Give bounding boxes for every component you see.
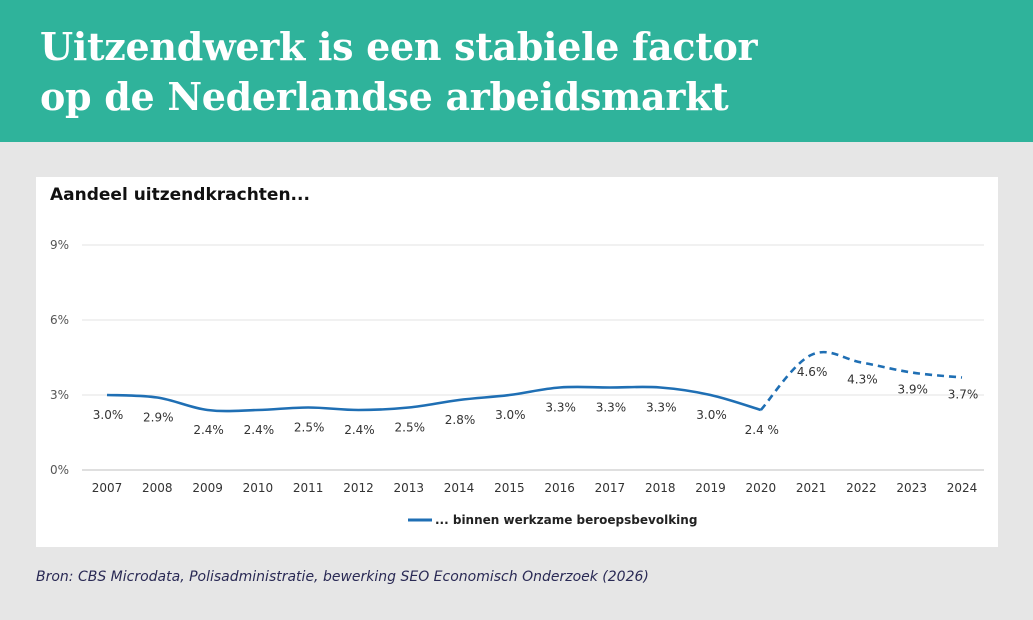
data-label: 3.0% [93, 408, 124, 422]
x-tick-label: 2010 [243, 481, 274, 495]
series-line-solid [106, 385, 762, 413]
x-tick-label: 2012 [343, 481, 374, 495]
x-tick-label: 2023 [896, 481, 927, 495]
x-tick-label: 2021 [796, 481, 827, 495]
x-tick-label: 2016 [544, 481, 575, 495]
x-tick-label: 2015 [494, 481, 525, 495]
data-label: 2.4% [344, 423, 375, 437]
chart-card: 0% 3% 6% 9% 2007 2008 2009 2010 2011 2012 2013 2014… [36, 177, 998, 547]
source-note: Bron: CBS Microdata, Polisadministratie,… [36, 569, 649, 585]
page-title-line-2: op de Nederlandse arbeidsmarkt [40, 74, 729, 119]
x-tick-label: 2024 [947, 481, 978, 495]
x-tick-label: 2011 [293, 481, 324, 495]
x-tick-label: 2007 [92, 481, 123, 495]
data-label: 4.6% [797, 365, 828, 379]
legend-label: ... binnen werkzame beroepsbevolking [435, 513, 697, 527]
y-tick-label: 0% [50, 463, 69, 477]
y-tick-label: 3% [50, 388, 69, 402]
series-line-dashed [759, 350, 963, 411]
data-label: 3.3% [545, 401, 576, 415]
y-tick-label: 6% [50, 313, 69, 327]
y-tick-label: 9% [50, 238, 69, 252]
data-label: 3.3% [646, 401, 677, 415]
x-tick-label: 2014 [444, 481, 475, 495]
data-label: 2.4% [193, 423, 224, 437]
data-label: 2.9% [143, 411, 174, 425]
x-tick-label: 2019 [695, 481, 726, 495]
data-label: 3.0% [495, 408, 525, 422]
chart-title: Aandeel uitzendkrachten... [50, 185, 310, 205]
line-chart: 0% 3% 6% 9% 2007 2008 2009 2010 2011 2012 2013 2014… [50, 238, 984, 527]
data-label: 3.3% [596, 401, 627, 415]
x-tick-label: 2020 [746, 481, 777, 495]
data-label: 3.7% [948, 388, 979, 402]
header-banner: Uitzendwerk is een stabiele factor op de… [0, 0, 1033, 142]
data-label: 2.4% [244, 423, 275, 437]
data-label: 2.4 % [745, 423, 779, 437]
x-tick-label: 2013 [393, 481, 424, 495]
page-title-line-1: Uitzendwerk is een stabiele factor [40, 24, 758, 69]
x-tick-label: 2022 [846, 481, 877, 495]
data-label: 2.8% [445, 413, 476, 427]
x-tick-label: 2009 [192, 481, 223, 495]
data-label: 4.3% [847, 373, 878, 387]
data-label: 3.0% [696, 408, 727, 422]
page-title: Uitzendwerk is een stabiele factor op de… [40, 22, 758, 122]
data-label: 2.5% [294, 421, 325, 435]
x-tick-label: 2018 [645, 481, 676, 495]
x-tick-label: 2008 [142, 481, 173, 495]
data-label: 2.5% [395, 421, 426, 435]
x-tick-label: 2017 [595, 481, 626, 495]
data-label: 3.9% [897, 383, 928, 397]
